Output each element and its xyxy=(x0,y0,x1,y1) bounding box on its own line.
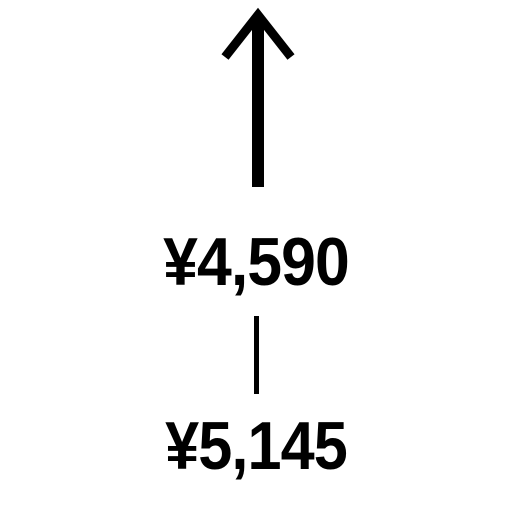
price-lower: ¥5,145 xyxy=(165,408,348,484)
up-arrow-icon xyxy=(221,7,295,187)
vertical-divider xyxy=(254,316,259,394)
price-upper: ¥4,590 xyxy=(163,224,350,300)
